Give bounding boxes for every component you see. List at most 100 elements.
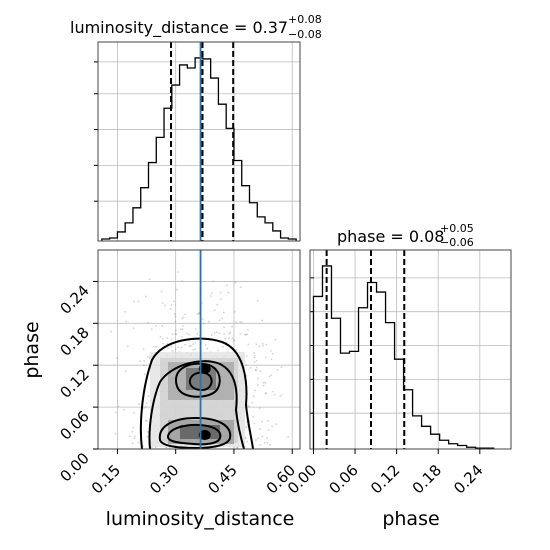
sample-point [174, 315, 177, 318]
sample-point [152, 346, 155, 348]
sample-point [280, 394, 283, 396]
sample-point [254, 389, 256, 392]
sample-point [207, 320, 210, 323]
sample-point [236, 446, 239, 449]
sample-point [143, 407, 145, 410]
sample-point [234, 281, 237, 284]
sample-point [253, 361, 256, 363]
sample-point [210, 334, 213, 336]
x-tick-label: 0.18 [409, 461, 445, 497]
sample-point [174, 333, 177, 335]
density-contour [167, 423, 222, 446]
sample-point [148, 278, 151, 281]
sample-point [239, 333, 242, 335]
x-tick-label: 0.45 [204, 461, 240, 497]
sample-point [123, 408, 125, 411]
phase-title-plus: +0.05 [440, 222, 474, 235]
sample-point [160, 290, 163, 293]
sample-point [177, 346, 180, 349]
sample-point [216, 303, 219, 306]
sample-point [192, 349, 195, 351]
sample-point [223, 333, 226, 335]
sample-point [279, 395, 282, 398]
sample-point [134, 435, 136, 438]
sample-point [253, 356, 256, 359]
sample-point [114, 432, 117, 435]
sample-point [261, 344, 264, 347]
y-tick-label: 0.24 [56, 282, 92, 318]
sample-point [201, 302, 204, 304]
sample-point [133, 411, 135, 414]
y-tick-label: 0.06 [56, 407, 92, 443]
sample-point [251, 401, 254, 404]
sample-point [133, 437, 136, 439]
sample-point [186, 332, 188, 335]
sample-point [181, 317, 184, 320]
x-tick-label: 0.30 [146, 461, 182, 497]
x-tick-label: 0.15 [88, 461, 124, 497]
sample-point [196, 313, 199, 315]
sample-point [180, 336, 183, 338]
sample-point [257, 377, 259, 380]
sample-point [222, 311, 225, 314]
sample-point [184, 313, 187, 316]
sample-point [222, 345, 224, 348]
sample-point [123, 310, 126, 313]
sample-point [270, 358, 273, 361]
sample-point [247, 329, 249, 331]
phase-title-minus: −0.06 [440, 236, 474, 249]
sample-point [179, 328, 182, 331]
sample-point [267, 429, 270, 431]
sample-point [146, 321, 149, 324]
sample-point [219, 291, 222, 294]
x-tick-label: 0.12 [367, 461, 403, 497]
sample-point [170, 304, 173, 306]
sample-point [271, 425, 273, 428]
sample-point [227, 291, 230, 294]
sample-point [287, 436, 289, 438]
sample-point [252, 415, 255, 418]
sample-point [210, 292, 213, 295]
joint-contour-panel [97, 249, 301, 450]
density-contour [148, 360, 245, 450]
sample-point [236, 446, 239, 449]
sample-point [173, 313, 176, 315]
sample-point [161, 325, 164, 327]
sample-point [270, 374, 272, 377]
sample-point [245, 355, 248, 357]
sample-point [150, 328, 153, 331]
luminosity-distance-histogram [101, 57, 297, 242]
sample-point [168, 446, 171, 449]
sample-point [245, 364, 247, 367]
sample-point [265, 392, 268, 394]
sample-point [262, 382, 265, 384]
sample-point [267, 420, 269, 422]
sample-point [262, 384, 265, 387]
sample-point [154, 324, 157, 327]
y-tick-label: 0.00 [56, 449, 92, 485]
sample-point [223, 326, 225, 329]
sample-point [257, 437, 259, 440]
y-tick-labels-phase: 0.00 0.06 0.12 0.18 0.24 [56, 280, 98, 485]
sample-point [264, 393, 267, 395]
sample-point [254, 369, 257, 371]
sample-point [258, 428, 261, 431]
sample-point [268, 375, 271, 378]
sample-point [196, 333, 199, 335]
sample-point [131, 430, 134, 433]
sample-point [173, 300, 175, 303]
joint-panel-frame [97, 249, 301, 450]
luminosity-distance-marginal-panel [94, 41, 301, 242]
sample-point [147, 395, 150, 397]
sample-point [213, 331, 216, 334]
sample-point [137, 300, 140, 303]
sample-point [271, 352, 274, 355]
sample-point [194, 341, 197, 344]
sample-point [133, 300, 136, 303]
sample-point [175, 333, 178, 336]
y-axis-label-phase: phase [21, 321, 43, 378]
sample-point [246, 333, 249, 336]
phase-marginal-panel [309, 249, 512, 450]
x-axis-label-luminosity-distance: luminosity_distance [106, 508, 295, 530]
